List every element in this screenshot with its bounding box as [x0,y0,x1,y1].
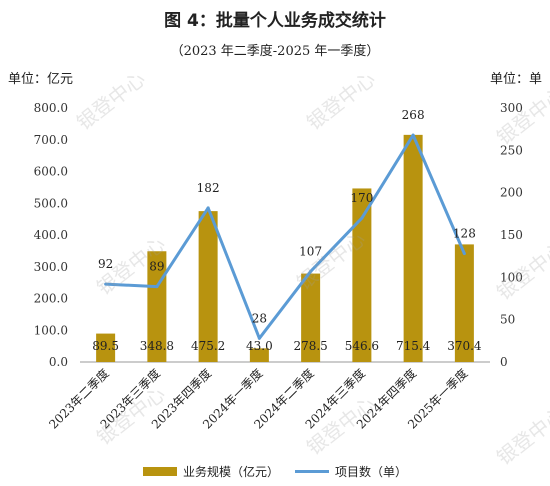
bar-value-label: 43.0 [246,339,273,353]
bar-value-label: 370.4 [447,339,482,353]
left-y-tick-label: 400.0 [34,228,68,242]
left-y-tick-label: 100.0 [34,323,68,337]
legend-line-swatch [295,470,329,473]
bar-value-label: 278.5 [293,339,327,353]
line-path [105,133,466,340]
line-point [206,206,210,210]
legend-item-bar: 业务规模（亿元） [142,463,279,480]
bar-value-label: 348.8 [140,339,174,353]
legend-line-label: 项目数（单） [335,465,408,479]
bar [249,348,269,362]
line-value-label: 128 [453,227,476,241]
line-value-label: 268 [402,108,425,122]
right-y-tick-label: 150 [500,228,523,242]
left-y-tick-label: 200.0 [34,292,68,306]
legend-item-line: 项目数（单） [295,463,407,480]
legend-bar-swatch [142,467,177,476]
line-point [360,216,364,220]
bar [96,333,116,362]
chart-subtitle: （2023 年二季度-2025 年一季度） [170,44,380,59]
legend-bar-label: 业务规模（亿元） [182,465,279,479]
left-y-tick-label: 300.0 [34,260,68,274]
bar-value-label: 715.4 [396,339,431,353]
right-axis-unit: 单位：单 [489,72,542,87]
right-y-tick-label: 100 [500,270,523,284]
right-y-tick-label: 50 [500,313,515,327]
chart-legend: 业务规模（亿元） 项目数（单） [0,463,550,480]
bar-value-label: 475.2 [191,339,225,353]
right-y-tick-label: 200 [500,186,523,200]
left-axis-unit: 单位：亿元 [8,72,74,87]
bar [454,244,474,362]
line-value-label: 28 [252,311,267,325]
bar [352,188,372,362]
left-y-tick-label: 800.0 [34,101,68,115]
right-y-tick-label: 250 [500,143,523,157]
bar-value-label: 89.5 [92,339,119,353]
data-labels: 89.5 348.8 475.2 43.0 278.5 546.6 715.4 370.4 92… [92,108,482,353]
left-y-tick-label: 600.0 [34,165,68,179]
bar [301,273,321,362]
left-y-tick-label: 500.0 [34,196,68,210]
right-y-tick-label: 300 [500,101,523,115]
right-y-tick-label: 0 [500,355,508,369]
left-y-tick-label: 700.0 [34,133,68,147]
left-y-tick-label: 0.0 [49,355,68,369]
line-value-label: 89 [149,260,164,274]
chart-title: 图 4：批量个人业务成交统计 [164,11,386,31]
bar-value-label: 546.6 [345,339,379,353]
bar [403,134,423,362]
line-point [309,269,313,273]
line-point [411,133,415,137]
line-series [104,133,466,340]
line-value-label: 170 [350,191,373,205]
line-point [104,282,108,286]
line-point [462,252,466,256]
line-point [257,336,261,340]
line-value-label: 92 [98,257,113,271]
line-value-label: 182 [197,181,220,195]
line-point [155,285,159,289]
bar [198,211,218,362]
line-value-label: 107 [299,244,322,258]
